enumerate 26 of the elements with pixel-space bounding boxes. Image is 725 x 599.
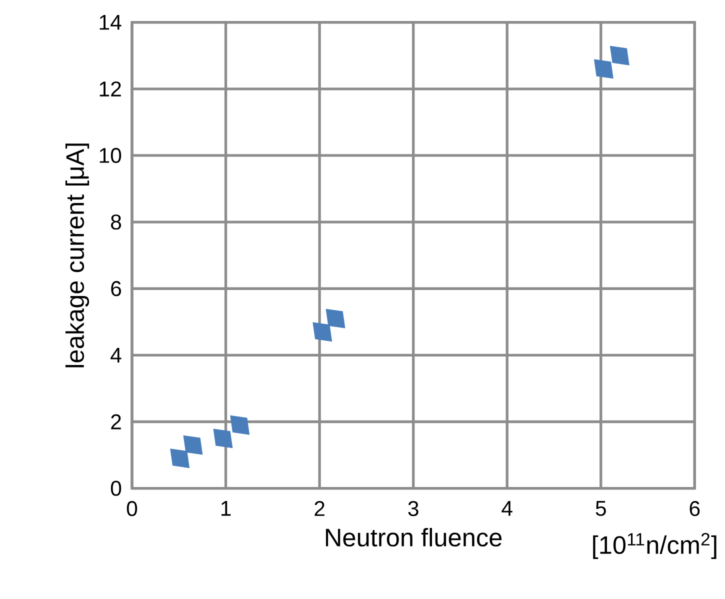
x-tick-label: 1: [221, 501, 231, 516]
y-tick-label: 12: [100, 81, 121, 96]
y-axis-title: leakage current [μA]: [65, 144, 90, 368]
y-tick-label: 14: [100, 14, 122, 30]
point: [610, 46, 630, 66]
x-tick-label: 5: [596, 501, 606, 516]
point: [213, 428, 233, 448]
text: [10$^{11}$n/cm$^{2}$]: [593, 533, 716, 560]
point: [230, 415, 250, 435]
x-tick-label: 6: [690, 501, 700, 516]
y-tick-label: 0: [110, 480, 122, 496]
x-tick-label: 3: [408, 501, 418, 516]
point: [326, 308, 346, 328]
point: [312, 322, 332, 342]
y-tick-label: 8: [111, 214, 122, 230]
x-tick-label: 4: [502, 501, 512, 516]
y-tick-label: 10: [100, 148, 122, 164]
x-tick-label: 2: [314, 501, 324, 516]
y-tick-label: 4: [110, 348, 122, 363]
point: [170, 448, 190, 468]
point: [183, 435, 203, 455]
x-axis-title: Neutron fluence: [326, 528, 502, 547]
x-tick-label: 0: [126, 501, 138, 516]
point: [594, 59, 614, 79]
y-tick-label: 2: [111, 414, 121, 430]
y-tick-label: 6: [111, 281, 122, 296]
